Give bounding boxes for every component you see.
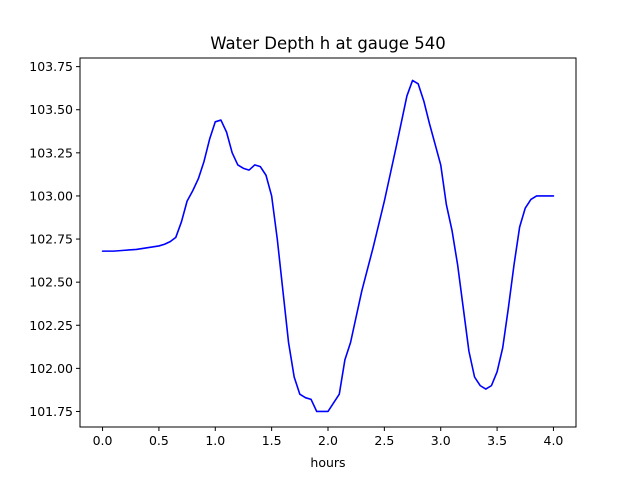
x-tick-label: 0.0 [93, 433, 113, 448]
y-tick-label: 103.25 [29, 145, 73, 160]
y-tick-label: 103.50 [29, 102, 73, 117]
data-layer [101, 79, 555, 413]
chart-title: Water Depth h at gauge 540 [210, 34, 445, 53]
y-tick-label: 102.50 [29, 275, 73, 290]
x-tick-label: 2.0 [318, 433, 338, 448]
x-axis-ticks: 0.0 0.5 1.0 1.5 2.0 2.5 3.0 3.5 4.0 [93, 427, 564, 448]
x-tick-label: 1.5 [262, 433, 282, 448]
x-tick-label: 0.5 [149, 433, 169, 448]
x-tick-label: 3.0 [431, 433, 451, 448]
y-tick-label: 101.75 [29, 404, 73, 419]
y-tick-label: 102.25 [29, 318, 73, 333]
x-tick-label: 1.0 [205, 433, 225, 448]
x-axis-label: hours [310, 455, 345, 470]
y-tick-label: 102.75 [29, 232, 73, 247]
y-tick-label: 102.00 [29, 361, 73, 376]
y-tick-label: 103.00 [29, 188, 73, 203]
series-line-0 [101, 79, 555, 413]
x-tick-label: 2.5 [374, 433, 394, 448]
y-axis-ticks: 101.75 102.00 102.25 102.50 102.75 103.00 103.… [29, 59, 80, 419]
x-tick-label: 3.5 [487, 433, 507, 448]
y-tick-label: 103.75 [29, 59, 73, 74]
plot-area: 0.0 0.5 1.0 1.5 2.0 2.5 3.0 3.5 4.0 101.75 102.00… [29, 57, 577, 448]
x-tick-label: 4.0 [544, 433, 564, 448]
